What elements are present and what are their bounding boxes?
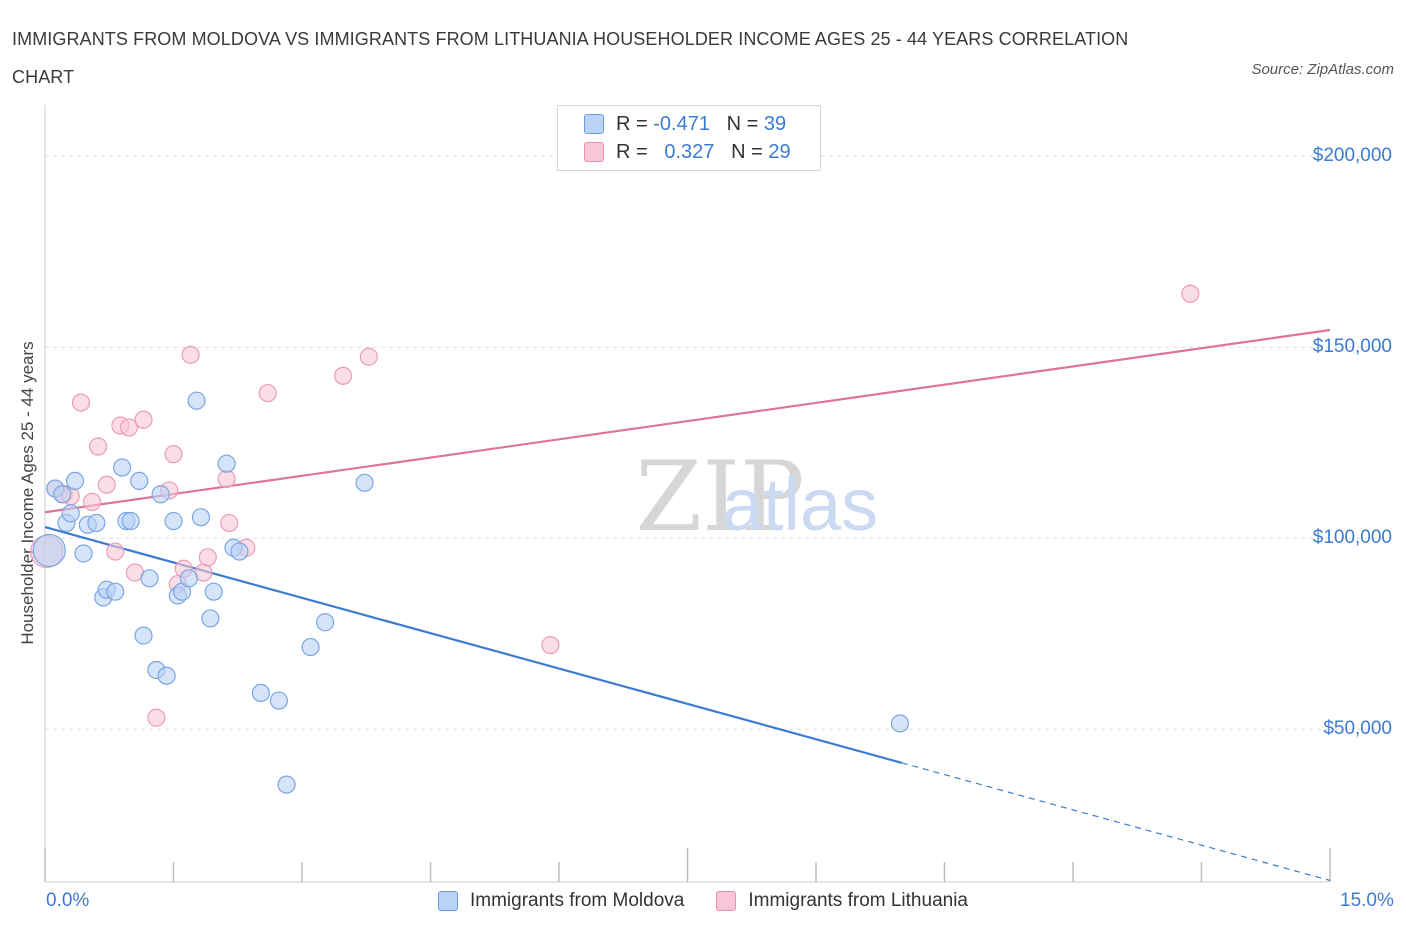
y-tick-label: $150,000	[1312, 336, 1392, 358]
chart-source: Source: ZipAtlas.com	[1251, 61, 1394, 78]
chart-title: IMMIGRANTS FROM MOLDOVA VS IMMIGRANTS FR…	[12, 29, 1129, 87]
x-tick-label-max: 15.0%	[1340, 890, 1394, 911]
moldova-point	[251, 683, 270, 703]
moldova-swatch	[584, 114, 604, 134]
lithuania-point	[97, 475, 116, 494]
moldova-r-value: -0.471	[653, 112, 710, 135]
x-tick-label-min: 0.0%	[46, 890, 90, 911]
moldova-point	[191, 508, 211, 527]
moldova-point	[187, 391, 206, 410]
moldova-point	[130, 471, 149, 490]
lithuania-point	[181, 345, 200, 364]
n-label: N =	[726, 112, 759, 135]
moldova-n-value: 39	[763, 112, 787, 135]
r-label: R =	[616, 112, 648, 135]
moldova-point	[269, 691, 288, 710]
lithuania-legend-label: Immigrants from Lithuania	[748, 890, 968, 911]
moldova-legend-label: Immigrants from Moldova	[470, 890, 685, 911]
y-tick-label: $200,000	[1312, 145, 1392, 167]
lithuania-point	[258, 383, 277, 403]
lithuania-point	[164, 445, 183, 464]
r-label: R =	[616, 140, 648, 163]
series-legend: Immigrants from Moldova Immigrants from …	[438, 890, 1000, 912]
lithuania-point	[359, 347, 378, 366]
moldova-point	[204, 582, 223, 601]
moldova-point	[151, 485, 170, 504]
moldova-point	[230, 542, 249, 561]
moldova-point	[87, 513, 106, 533]
lithuania-point	[334, 366, 353, 385]
moldova-legend-swatch	[438, 891, 458, 911]
lithuania-point	[198, 548, 217, 567]
moldova-point	[164, 511, 183, 531]
lithuania-point	[134, 410, 153, 429]
lithuania-n-value: 29	[768, 140, 791, 163]
moldova-point	[65, 471, 85, 490]
moldova-point	[140, 569, 159, 588]
watermark-atlas: atlas	[722, 463, 878, 546]
moldova-point	[134, 626, 153, 645]
n-label: N =	[731, 140, 763, 163]
moldova-point	[301, 637, 320, 657]
moldova-point	[217, 454, 236, 473]
moldova-point	[316, 613, 335, 632]
lithuania-point	[220, 513, 239, 533]
legend-item-moldova: Immigrants from Moldova	[438, 890, 684, 912]
lithuania-point	[1181, 284, 1200, 303]
moldova-point	[157, 666, 176, 685]
lithuania-point	[217, 469, 236, 489]
lithuania-swatch	[584, 142, 604, 162]
lithuania-trend-line	[44, 328, 1331, 514]
moldova-trend-extension	[901, 762, 1331, 882]
y-tick-label: $100,000	[1312, 527, 1392, 549]
moldova-point	[890, 714, 910, 733]
legend-item-lithuania: Immigrants from Lithuania	[716, 890, 968, 912]
moldova-point	[179, 569, 199, 588]
lithuania-point	[83, 492, 102, 512]
lithuania-legend-swatch	[716, 891, 737, 911]
moldova-point	[32, 533, 66, 568]
moldova-point	[277, 775, 296, 794]
lithuania-point	[541, 636, 560, 655]
y-tick-label: $50,000	[1323, 718, 1392, 740]
moldova-trend-line	[44, 526, 902, 764]
legend-row-moldova: R = -0.471 N = 39	[584, 111, 786, 137]
moldova-point	[201, 609, 220, 628]
moldova-point	[121, 511, 140, 531]
correlation-legend: R = -0.471 N = 39 R = 0.327 N = 29	[557, 105, 821, 171]
watermark-zip: ZIP	[635, 441, 804, 553]
moldova-point	[355, 473, 374, 492]
legend-row-lithuania: R = 0.327 N = 29	[584, 139, 791, 165]
moldova-point	[106, 582, 125, 601]
lithuania-point	[147, 708, 166, 727]
lithuania-point	[89, 437, 108, 456]
lithuania-point	[106, 542, 125, 561]
moldova-point	[61, 504, 80, 523]
lithuania-point	[71, 393, 91, 412]
lithuania-r-value: 0.327	[664, 140, 715, 163]
moldova-point	[74, 544, 93, 563]
moldova-point	[53, 485, 72, 504]
moldova-point	[112, 458, 132, 477]
lithuania-point	[119, 418, 139, 437]
